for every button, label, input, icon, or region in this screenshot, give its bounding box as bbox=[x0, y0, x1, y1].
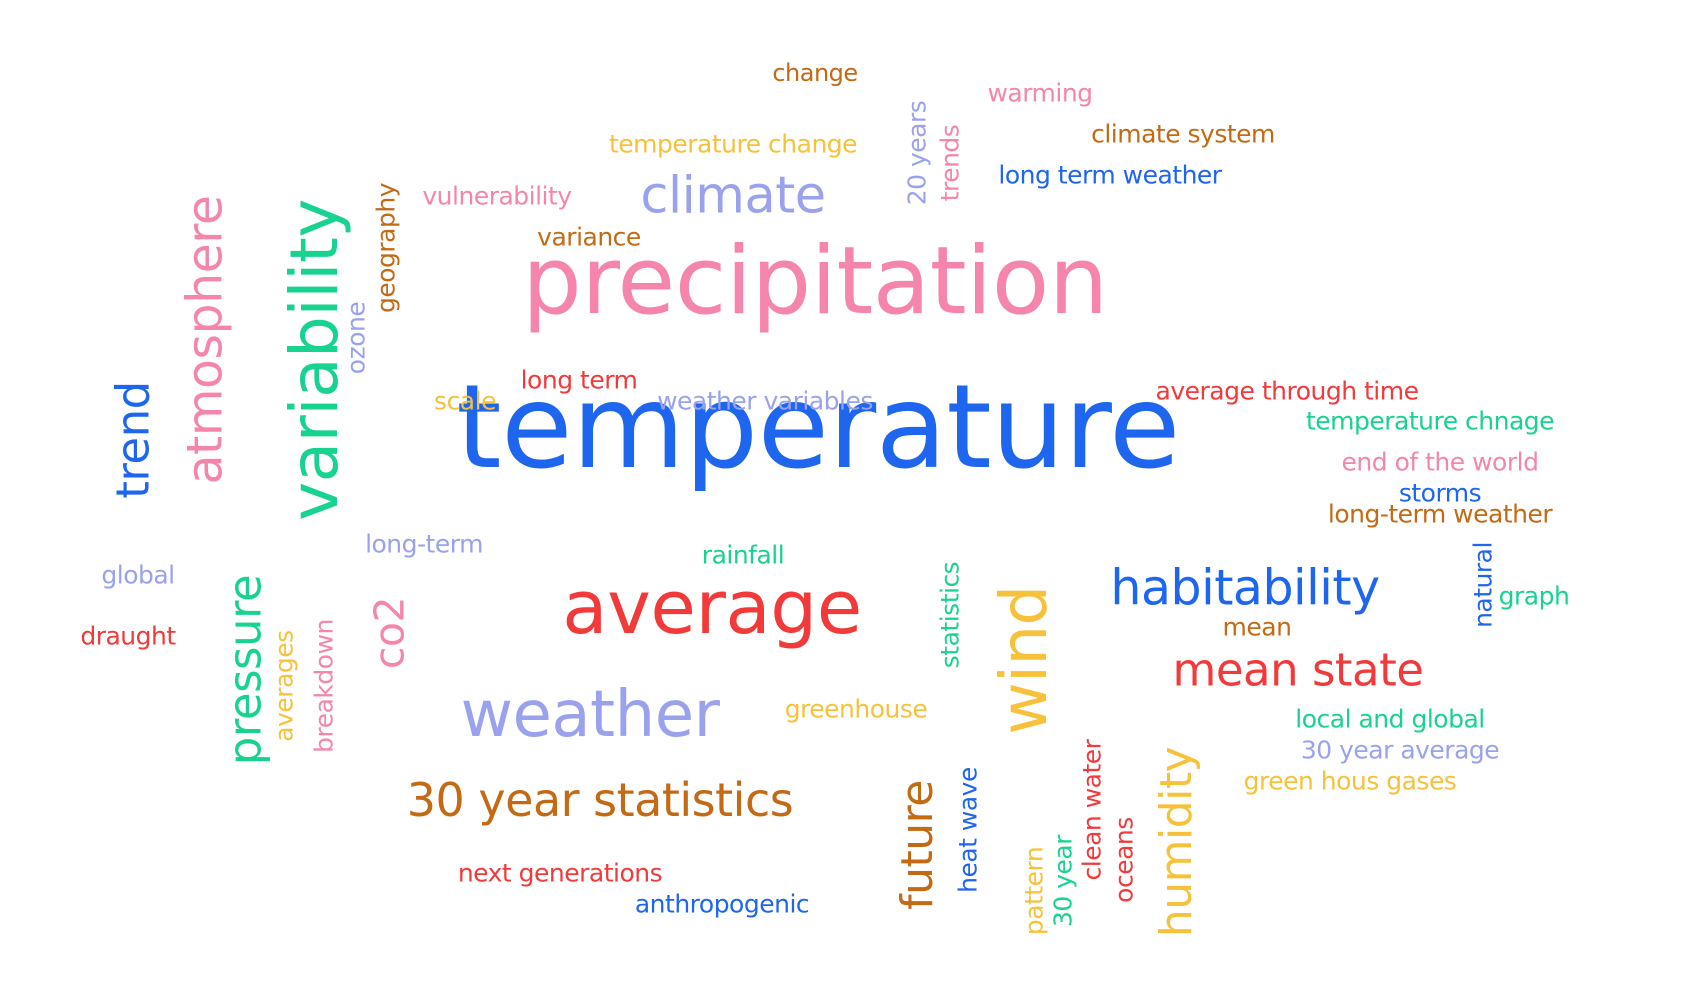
word-scale: scale bbox=[434, 386, 496, 416]
word-temperature: temperature bbox=[456, 360, 1180, 495]
word-30-year-statistics: 30 year statistics bbox=[406, 773, 794, 827]
word-30-year: 30 year bbox=[1048, 834, 1078, 928]
word-geography: geography bbox=[371, 182, 401, 314]
word-change: change bbox=[772, 59, 858, 87]
word-weather: weather bbox=[460, 678, 720, 752]
word-future: future bbox=[892, 780, 943, 910]
word-global: global bbox=[101, 560, 175, 590]
word-mean: mean bbox=[1222, 612, 1292, 642]
word-habitability: habitability bbox=[1110, 559, 1380, 617]
word-30-year-average: 30 year average bbox=[1300, 735, 1500, 765]
word-average: average bbox=[562, 565, 862, 651]
word-humidity: humidity bbox=[1151, 746, 1202, 938]
word-trend: trend bbox=[106, 381, 160, 499]
word-co2: co2 bbox=[365, 596, 414, 670]
word-20-years: 20 years bbox=[902, 100, 932, 206]
word-oceans: oceans bbox=[1109, 817, 1139, 903]
word-clean-water: clean water bbox=[1077, 739, 1107, 881]
word-pressure: pressure bbox=[218, 574, 272, 766]
word-warming: warming bbox=[987, 78, 1093, 108]
word-natural: natural bbox=[1468, 542, 1498, 628]
word-ozone: ozone bbox=[341, 301, 371, 375]
word-draught: draught bbox=[80, 621, 176, 651]
word-climate: climate bbox=[640, 166, 826, 226]
word-mean-state: mean state bbox=[1172, 643, 1424, 697]
word-heat-wave: heat wave bbox=[953, 767, 983, 893]
word-trends: trends bbox=[935, 124, 965, 202]
word-precipitation: precipitation bbox=[522, 227, 1108, 336]
word-long-term-hyphen: long-term bbox=[365, 529, 483, 559]
word-anthropogenic: anthropogenic bbox=[634, 889, 810, 919]
word-averages: averages bbox=[269, 630, 299, 742]
word-long-term: long term bbox=[520, 365, 638, 395]
word-temperature-change: temperature change bbox=[608, 129, 858, 159]
word-next-generations: next generations bbox=[457, 858, 663, 888]
word-wind: wind bbox=[988, 585, 1062, 735]
word-variance: variance bbox=[537, 222, 641, 252]
word-vulnerability: vulnerability bbox=[422, 181, 572, 211]
word-storms: storms bbox=[1398, 478, 1482, 508]
word-temperature-chnage: temperature chnage bbox=[1305, 406, 1555, 436]
word-long-term-weather: long term weather bbox=[998, 160, 1222, 190]
word-rainfall: rainfall bbox=[701, 540, 785, 570]
word-statistics: statistics bbox=[935, 561, 965, 669]
word-breakdown: breakdown bbox=[309, 619, 339, 753]
word-green-hous-gases: green hous gases bbox=[1243, 766, 1457, 796]
word-long-term-weather-hyphen: long-term weather bbox=[1327, 499, 1553, 529]
word-climate-system: climate system bbox=[1091, 119, 1275, 149]
word-greenhouse: greenhouse bbox=[784, 694, 928, 724]
word-end-of-the-world: end of the world bbox=[1341, 447, 1539, 477]
word-weather-variables: weather variables bbox=[657, 386, 873, 416]
word-graph: graph bbox=[1498, 581, 1570, 611]
word-atmosphere: atmosphere bbox=[176, 195, 234, 485]
word-pattern: pattern bbox=[1019, 846, 1049, 936]
word-variability: variability bbox=[276, 199, 353, 521]
word-average-through-time: average through time bbox=[1155, 376, 1419, 406]
word-local-and-global: local and global bbox=[1295, 704, 1485, 734]
